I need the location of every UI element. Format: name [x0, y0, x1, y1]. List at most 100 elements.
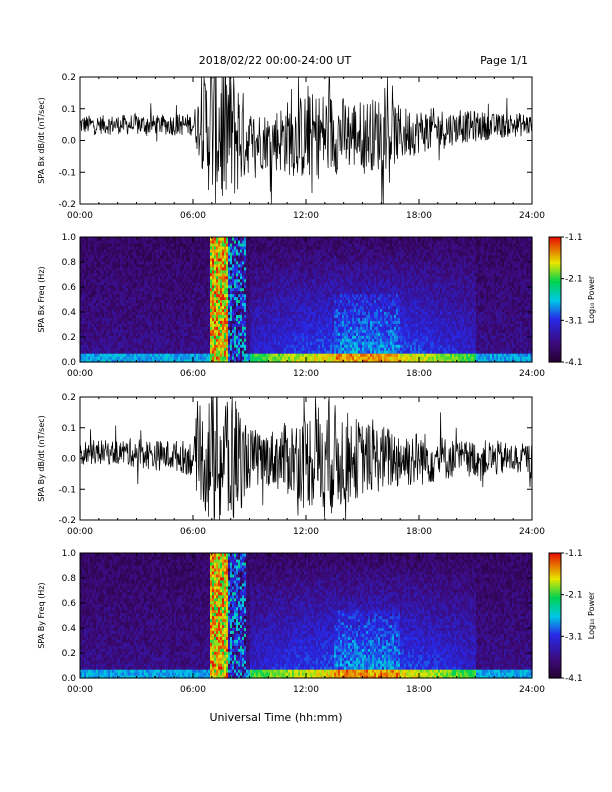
heatmap-cell — [136, 320, 139, 324]
heatmap-cell — [98, 275, 101, 280]
heatmap-cell — [148, 350, 151, 354]
heatmap-cell — [126, 359, 129, 363]
heatmap-cell — [124, 272, 127, 277]
heatmap-cell — [94, 314, 97, 318]
heatmap-cell — [80, 260, 83, 265]
heatmap-cell — [132, 237, 135, 241]
heatmap-cell — [98, 329, 101, 333]
heatmap-cell — [124, 293, 127, 298]
heatmap-cell — [102, 257, 105, 262]
heatmap-cell — [128, 272, 131, 277]
heatmap-cell — [148, 278, 151, 283]
heatmap-cell — [94, 335, 97, 339]
heatmap-cell — [116, 314, 119, 318]
heatmap-cell — [122, 344, 125, 348]
heatmap-cell — [90, 335, 93, 339]
heatmap-cell — [96, 287, 99, 292]
heatmap-cell — [148, 335, 151, 339]
heatmap-cell — [110, 242, 113, 247]
heatmap-cell — [146, 302, 149, 307]
heatmap-cell — [96, 326, 99, 330]
heatmap-cell — [138, 356, 141, 360]
heatmap-cell — [84, 347, 87, 351]
heatmap-cell — [96, 302, 99, 307]
heatmap-cell — [106, 287, 109, 292]
heatmap-cell — [130, 344, 133, 348]
heatmap-cell — [86, 356, 89, 360]
heatmap-cell — [114, 302, 117, 307]
heatmap-cell — [120, 275, 123, 280]
heatmap-cell — [124, 323, 127, 327]
heatmap-cell — [140, 326, 143, 330]
heatmap-cell — [98, 317, 101, 321]
heatmap-cell — [136, 326, 139, 330]
heatmap-cell — [118, 239, 121, 244]
heatmap-cell — [116, 305, 119, 310]
heatmap-cell — [138, 269, 141, 274]
heatmap-cell — [136, 308, 139, 313]
heatmap-cell — [146, 323, 149, 327]
heatmap-cell — [98, 335, 101, 339]
heatmap-cell — [106, 347, 109, 351]
heatmap-cell — [100, 290, 103, 295]
heatmap-cell — [94, 281, 97, 286]
heatmap-cell — [136, 275, 139, 280]
heatmap-cell — [86, 344, 89, 348]
heatmap-cell — [88, 344, 91, 348]
heatmap-cell — [86, 326, 89, 330]
heatmap-cell — [146, 353, 149, 357]
heatmap-cell — [92, 299, 95, 304]
heatmap-cell — [150, 320, 153, 324]
heatmap-cell — [128, 353, 131, 357]
heatmap-cell — [96, 272, 99, 277]
heatmap-cell — [90, 296, 93, 301]
heatmap-cell — [86, 305, 89, 310]
heatmap-cell — [108, 237, 111, 241]
heatmap-cell — [90, 320, 93, 324]
heatmap-cell — [126, 248, 129, 253]
heatmap-cell — [140, 278, 143, 283]
heatmap-cell — [118, 311, 121, 315]
heatmap-cell — [128, 299, 131, 304]
heatmap-cell — [86, 239, 89, 244]
heatmap-cell — [136, 323, 139, 327]
heatmap-cell — [118, 299, 121, 304]
heatmap-cell — [92, 296, 95, 301]
x-tick-label: 18:00 — [406, 211, 432, 221]
heatmap-cell — [106, 317, 109, 321]
heatmap-cell — [112, 350, 115, 354]
heatmap-cell — [126, 275, 129, 280]
heatmap-cell — [98, 305, 101, 310]
heatmap-cell — [110, 344, 113, 348]
heatmap-cell — [130, 308, 133, 313]
heatmap-cell — [140, 299, 143, 304]
heatmap-cell — [88, 338, 91, 342]
heatmap-cell — [88, 335, 91, 339]
heatmap-cell — [88, 239, 91, 244]
heatmap-cell — [112, 257, 115, 262]
heatmap-cell — [114, 341, 117, 345]
heatmap-cell — [104, 290, 107, 295]
heatmap-cell — [88, 248, 91, 253]
heatmap-cell — [102, 296, 105, 301]
heatmap-cell — [134, 248, 137, 253]
heatmap-cell — [120, 341, 123, 345]
heatmap-cell — [146, 237, 149, 241]
heatmap-cell — [146, 311, 149, 315]
heatmap-cell — [94, 317, 97, 321]
heatmap-cell — [102, 284, 105, 289]
heatmap-cell — [98, 242, 101, 247]
heatmap-cell — [102, 248, 105, 253]
heatmap-cell — [120, 242, 123, 247]
heatmap-cell — [108, 278, 111, 283]
heatmap-cell — [142, 260, 145, 265]
heatmap-cell — [148, 341, 151, 345]
heatmap-cell — [130, 266, 133, 271]
heatmap-cell — [150, 308, 153, 313]
heatmap-cell — [98, 326, 101, 330]
heatmap-cell — [102, 275, 105, 280]
heatmap-cell — [84, 359, 87, 363]
heatmap-cell — [82, 347, 85, 351]
heatmap-cell — [130, 335, 133, 339]
heatmap-cell — [88, 254, 91, 259]
